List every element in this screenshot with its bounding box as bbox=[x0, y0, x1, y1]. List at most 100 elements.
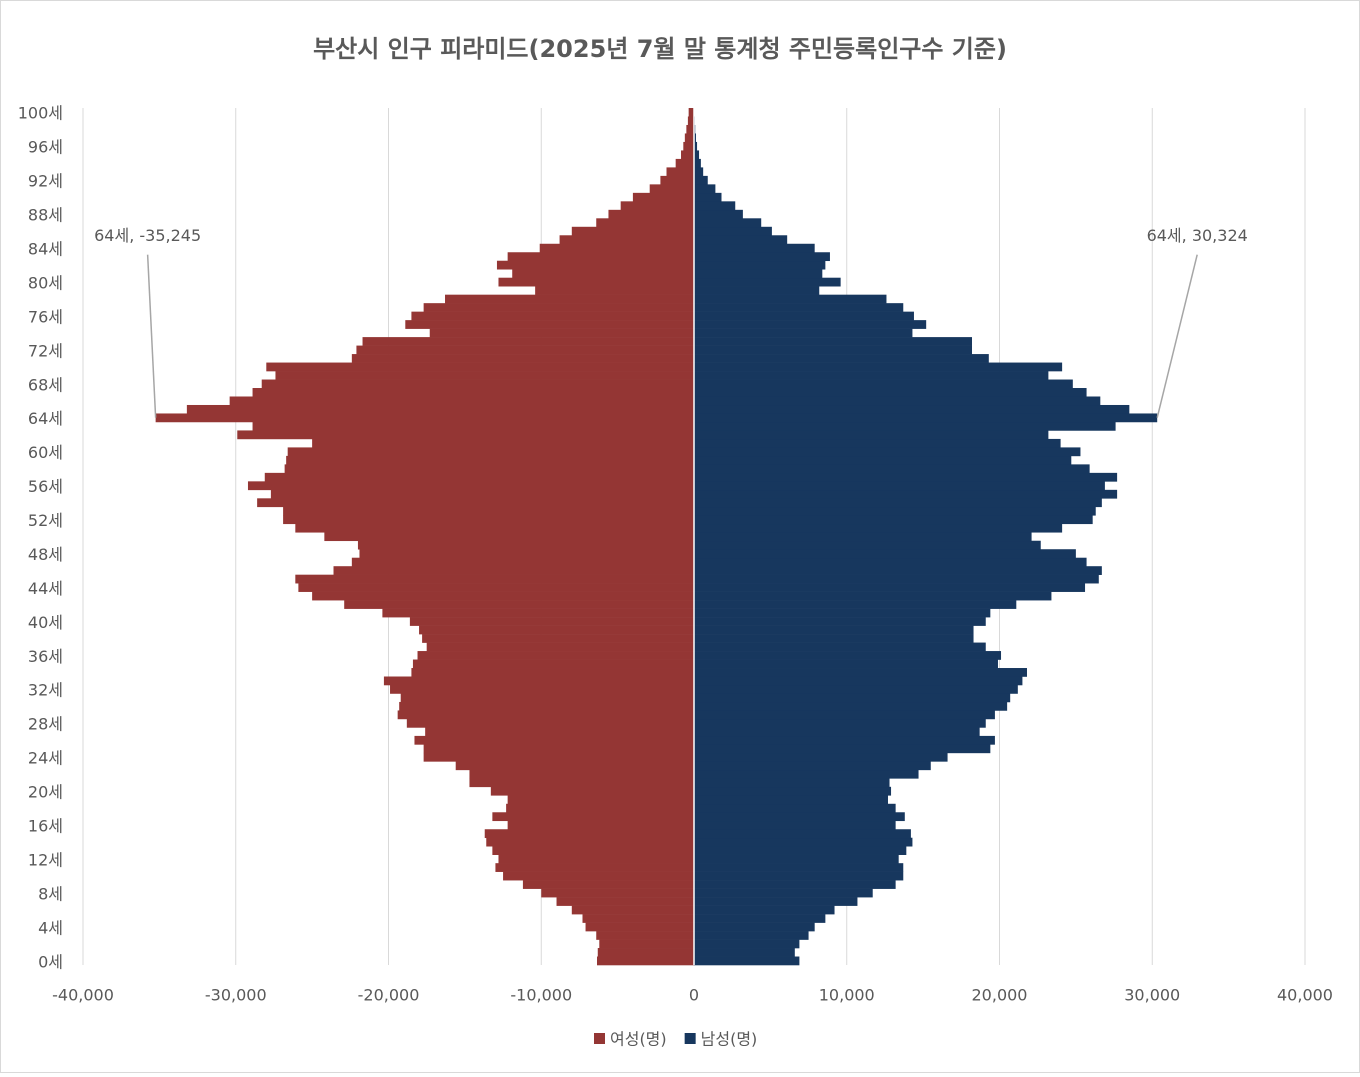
bar bbox=[694, 286, 819, 295]
bar bbox=[608, 210, 694, 219]
y-tick-label: 20세 bbox=[28, 783, 63, 802]
bar bbox=[694, 498, 1102, 507]
bar bbox=[694, 770, 919, 779]
bar bbox=[694, 235, 787, 244]
y-tick-label: 32세 bbox=[28, 681, 63, 700]
bar bbox=[689, 108, 694, 117]
bar bbox=[685, 133, 694, 142]
bar bbox=[694, 923, 815, 932]
data-label: 64세, 30,324 bbox=[1147, 226, 1248, 245]
y-tick-label: 48세 bbox=[28, 545, 63, 564]
bar bbox=[512, 269, 694, 278]
bar bbox=[485, 829, 694, 838]
bar bbox=[694, 150, 699, 159]
y-tick-label: 0세 bbox=[38, 952, 63, 971]
bar bbox=[694, 829, 911, 838]
bar bbox=[599, 940, 694, 949]
bar bbox=[694, 651, 1001, 660]
bar bbox=[694, 303, 903, 312]
bar bbox=[694, 600, 1016, 609]
bar bbox=[694, 583, 1085, 592]
bar bbox=[508, 252, 694, 261]
bar bbox=[230, 396, 694, 405]
bar bbox=[414, 736, 694, 745]
bar bbox=[469, 778, 694, 787]
bar bbox=[497, 261, 694, 270]
y-tick-label: 12세 bbox=[28, 850, 63, 869]
bar bbox=[694, 643, 986, 652]
bar bbox=[694, 549, 1076, 558]
bar bbox=[694, 481, 1105, 490]
y-tick-label: 8세 bbox=[38, 884, 63, 903]
bar bbox=[298, 583, 694, 592]
bar bbox=[596, 931, 694, 940]
bar bbox=[523, 880, 694, 889]
bar bbox=[424, 753, 694, 762]
bar bbox=[694, 210, 743, 219]
legend-label: 남성(명) bbox=[701, 1030, 758, 1049]
bar bbox=[688, 116, 694, 125]
bar bbox=[694, 456, 1071, 465]
bar bbox=[694, 693, 1010, 702]
bar bbox=[660, 176, 694, 185]
bar bbox=[312, 592, 694, 601]
bar bbox=[253, 388, 694, 397]
bar bbox=[445, 295, 694, 304]
bar bbox=[694, 677, 1022, 686]
x-tick-label: 0 bbox=[689, 986, 699, 1005]
bar bbox=[694, 261, 825, 270]
y-tick-label: 28세 bbox=[28, 715, 63, 734]
bar bbox=[681, 150, 694, 159]
bar bbox=[498, 278, 694, 287]
x-tick-label: -10,000 bbox=[510, 986, 572, 1005]
bar bbox=[283, 515, 694, 524]
bar bbox=[694, 778, 890, 787]
y-tick-label: 52세 bbox=[28, 511, 63, 530]
bar bbox=[694, 626, 974, 635]
y-tick-label: 36세 bbox=[28, 647, 63, 666]
legend-swatch bbox=[594, 1033, 605, 1044]
y-tick-label: 68세 bbox=[28, 375, 63, 394]
bar bbox=[694, 719, 986, 728]
bar bbox=[422, 634, 694, 643]
bar bbox=[694, 176, 708, 185]
bar bbox=[424, 303, 694, 312]
bar bbox=[295, 524, 694, 533]
y-tick-label: 80세 bbox=[28, 273, 63, 292]
bar bbox=[399, 702, 694, 711]
bar bbox=[405, 320, 694, 329]
bar bbox=[694, 660, 998, 669]
bar bbox=[295, 575, 694, 584]
bar bbox=[382, 609, 694, 618]
y-tick-label: 40세 bbox=[28, 613, 63, 632]
bar bbox=[156, 413, 694, 422]
y-tick-label: 60세 bbox=[28, 443, 63, 462]
bar bbox=[694, 159, 701, 168]
bar bbox=[694, 320, 926, 329]
bar bbox=[237, 430, 694, 439]
y-tick-label: 76세 bbox=[28, 307, 63, 326]
bar bbox=[694, 405, 1129, 414]
y-tick-label: 96세 bbox=[28, 138, 63, 157]
bar bbox=[694, 795, 888, 804]
bar bbox=[469, 770, 694, 779]
y-tick-label: 88세 bbox=[28, 206, 63, 225]
bar bbox=[694, 346, 972, 355]
bar bbox=[694, 218, 761, 227]
bar bbox=[694, 609, 990, 618]
bar bbox=[694, 295, 886, 304]
bar bbox=[596, 218, 694, 227]
bar bbox=[557, 897, 694, 906]
bar bbox=[694, 931, 809, 940]
bar bbox=[694, 201, 735, 210]
bar bbox=[694, 447, 1080, 456]
bar bbox=[597, 957, 694, 966]
bar bbox=[694, 312, 914, 321]
bar bbox=[411, 312, 694, 321]
x-tick-label: 30,000 bbox=[1124, 986, 1180, 1005]
bar bbox=[425, 727, 694, 736]
y-tick-label: 16세 bbox=[28, 816, 63, 835]
bar bbox=[694, 710, 995, 719]
bar bbox=[694, 668, 1027, 677]
bar bbox=[508, 821, 694, 830]
